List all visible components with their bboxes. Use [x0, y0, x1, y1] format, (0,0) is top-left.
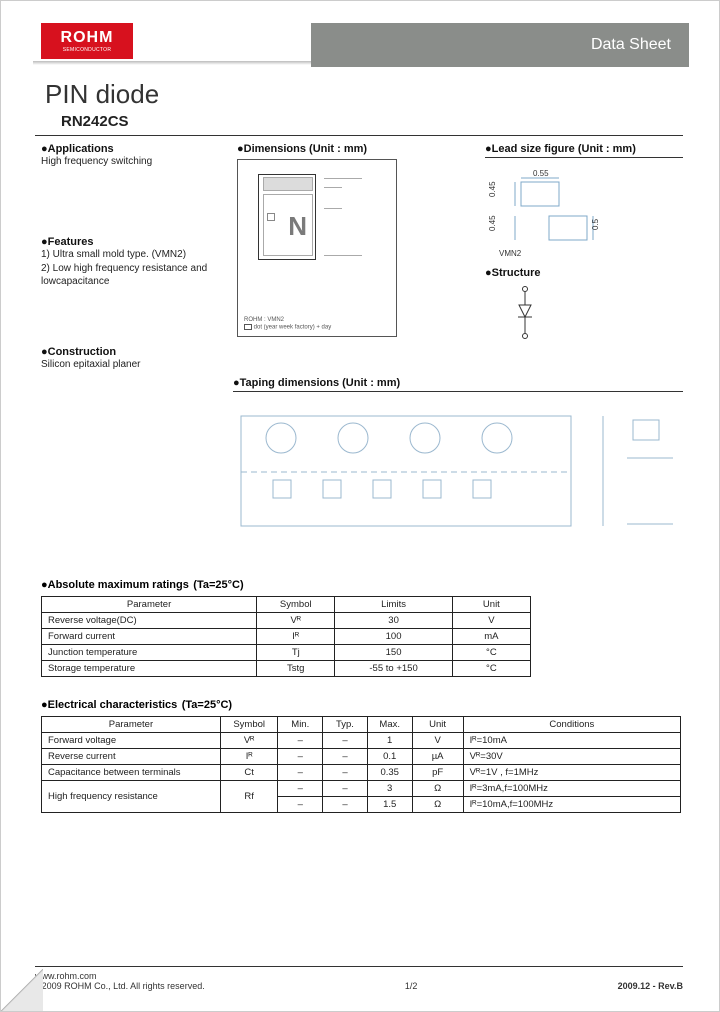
taping-section: ●Taping dimensions (Unit : mm) — [233, 377, 683, 550]
structure-label: ●Structure — [485, 267, 605, 279]
pkg-top — [263, 177, 313, 191]
structure-section: ●Structure — [485, 267, 605, 345]
pkg-mark: N — [288, 211, 307, 242]
elec-section: ●Electrical characteristics (Ta=25°C) Pa… — [41, 695, 681, 813]
footer-left: www.rohm.com ©2009 ROHM Co., Ltd. All ri… — [35, 971, 205, 991]
title-rule — [35, 135, 683, 136]
table-row: Junction temperatureTj150°C — [42, 645, 531, 661]
diode-symbol-icon — [505, 283, 545, 345]
side-dim-lines — [324, 178, 362, 256]
features-label: ●Features — [41, 236, 231, 248]
dimensions-note: ROHM : VMN2 dot (year week factory) + da… — [244, 317, 331, 332]
table-row: Capacitance between terminalsCt––0.35pFV… — [42, 765, 681, 781]
rohm-logo: ROHM SEMICONDUCTOR — [41, 23, 133, 59]
col-unit: Unit — [412, 717, 463, 733]
lead-section: ●Lead size figure (Unit : mm) 0.55 0.45 … — [485, 143, 685, 259]
table-header-row: Parameter Symbol Min. Typ. Max. Unit Con… — [42, 717, 681, 733]
lead-pkg: VMN2 — [499, 249, 522, 258]
ratings-title: ●Absolute maximum ratings — [41, 579, 189, 591]
elec-title: ●Electrical characteristics — [41, 699, 177, 711]
construction-label: ●Construction — [41, 346, 241, 358]
footer-page: 1/2 — [405, 981, 418, 991]
table-header-row: Parameter Symbol Limits Unit — [42, 597, 531, 613]
logo-subtext: SEMICONDUCTOR — [63, 47, 112, 53]
ratings-table: Parameter Symbol Limits Unit Reverse vol… — [41, 596, 531, 677]
features-item-2: 2) Low high frequency resistance and low… — [41, 262, 231, 289]
hf-param: High frequency resistance — [42, 781, 221, 813]
package-outline: N — [258, 174, 316, 260]
features-item-1: 1) Ultra small mold type. (VMN2) — [41, 248, 231, 262]
lead-d3: 0.5 — [591, 218, 600, 230]
applications-section: ●Applications High frequency switching — [41, 143, 221, 169]
applications-body: High frequency switching — [41, 155, 221, 169]
col-unit: Unit — [452, 597, 530, 613]
lead-label: ●Lead size figure (Unit : mm) — [485, 143, 685, 155]
ratings-section: ●Absolute maximum ratings (Ta=25°C) Para… — [41, 575, 531, 677]
col-max: Max. — [367, 717, 412, 733]
construction-body: Silicon epitaxial planer — [41, 358, 241, 372]
applications-label: ●Applications — [41, 143, 221, 155]
lead-svg: 0.55 0.45 0.5 0.45 VMN2 — [485, 164, 625, 259]
dimensions-figure: N ROHM : VMN2 dot (year week factory) + … — [237, 159, 397, 337]
col-limits: Limits — [335, 597, 452, 613]
col-parameter: Parameter — [42, 597, 257, 613]
pkg-dot — [267, 213, 275, 221]
lead-d1: 0.55 — [533, 169, 549, 178]
taping-label: ●Taping dimensions (Unit : mm) — [233, 377, 683, 389]
lead-figure: 0.55 0.45 0.5 0.45 VMN2 — [485, 164, 625, 259]
hf-symbol: Rf — [220, 781, 278, 813]
elec-table: Parameter Symbol Min. Typ. Max. Unit Con… — [41, 716, 681, 813]
lead-d4: 0.45 — [488, 215, 497, 231]
page-curl-icon — [1, 969, 43, 1011]
dimensions-label: ●Dimensions (Unit : mm) — [237, 143, 399, 155]
features-section: ●Features 1) Ultra small mold type. (VMN… — [41, 236, 231, 289]
taping-svg — [233, 398, 683, 550]
page-title: PIN diode — [45, 79, 159, 110]
table-row: High frequency resistance Rf ––3ΩIᴿ=3mA,… — [42, 781, 681, 797]
part-number: RN242CS — [61, 113, 129, 130]
page: ROHM SEMICONDUCTOR Data Sheet PIN diode … — [0, 0, 720, 1012]
table-row: Reverse currentIᴿ––0.1µAVᴿ=30V — [42, 749, 681, 765]
taping-rule — [233, 391, 683, 392]
footer-url: www.rohm.com — [35, 971, 97, 981]
lead-rule — [485, 157, 683, 158]
page-footer: www.rohm.com ©2009 ROHM Co., Ltd. All ri… — [35, 966, 683, 991]
construction-section: ●Construction Silicon epitaxial planer — [41, 346, 241, 372]
lead-d2: 0.45 — [488, 181, 497, 197]
col-conditions: Conditions — [463, 717, 680, 733]
table-row: Forward voltageVᴿ––1VIᴿ=10mA — [42, 733, 681, 749]
footer-copy: ©2009 ROHM Co., Ltd. All rights reserved… — [35, 981, 205, 991]
col-min: Min. — [278, 717, 323, 733]
ratings-cond: (Ta=25°C) — [193, 579, 243, 591]
dim-note1: ROHM : VMN2 — [244, 317, 284, 323]
elec-cond: (Ta=25°C) — [182, 699, 232, 711]
footer-rev: 2009.12 - Rev.B — [618, 981, 683, 991]
dim-note2: dot (year week factory) + day — [254, 325, 332, 331]
col-typ: Typ. — [323, 717, 368, 733]
dimensions-section: ●Dimensions (Unit : mm) N ROHM : VMN2 do… — [237, 143, 399, 337]
col-parameter: Parameter — [42, 717, 221, 733]
col-symbol: Symbol — [220, 717, 278, 733]
table-row: Storage temperatureTstg-55 to +150°C — [42, 661, 531, 677]
taping-figure — [233, 398, 683, 550]
page-inner: ROHM SEMICONDUCTOR Data Sheet PIN diode … — [1, 1, 719, 1011]
datasheet-banner: Data Sheet — [311, 23, 689, 67]
col-symbol: Symbol — [257, 597, 335, 613]
table-row: Forward currentIᴿ100mA — [42, 629, 531, 645]
table-row: Reverse voltage(DC)Vᴿ30V — [42, 613, 531, 629]
logo-text: ROHM — [61, 29, 114, 47]
